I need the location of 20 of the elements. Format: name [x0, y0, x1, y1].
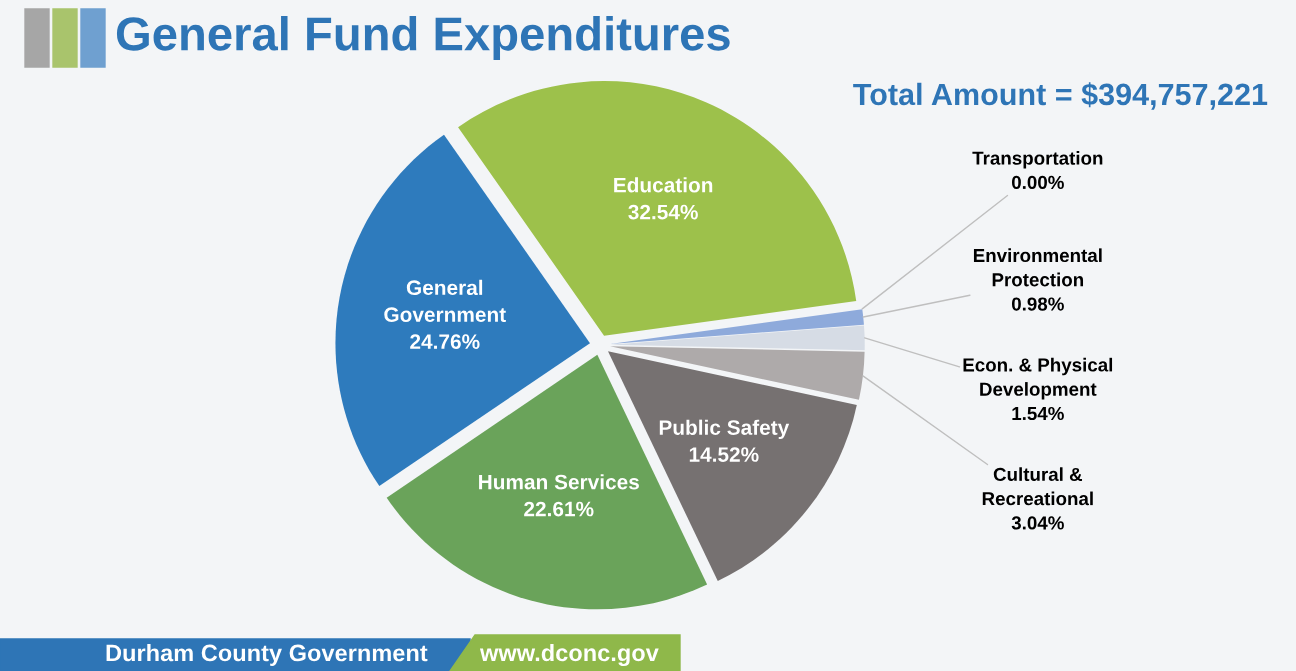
data-label: 14.52%: [689, 447, 759, 462]
slice-label: General Government: [384, 279, 506, 323]
text: www.dconc.gov: [479, 643, 659, 667]
text: 0.00%: [1011, 175, 1064, 190]
chart-title: General Fund Expenditures: [116, 15, 730, 61]
slice-label: Public Safety: [659, 419, 790, 440]
slice-label: Environmental Protection: [973, 248, 1102, 287]
slice-label: Human Services: [479, 474, 639, 490]
data-label: 22.61%: [524, 501, 594, 517]
data-label: 24.76%: [410, 334, 480, 349]
slice-label: Econ. & Physical Development: [963, 357, 1113, 400]
data-label: 1.54%: [1012, 406, 1064, 421]
data-label: 32.54%: [628, 204, 698, 220]
slice-label: Cultural & Recreational: [982, 467, 1093, 506]
category-label: Transportation: [972, 151, 1103, 169]
data-label: 3.04%: [1011, 516, 1064, 530]
text: Durham County Government: [106, 643, 428, 667]
slice-label: Education: [614, 177, 713, 193]
text: Total Amount = $394,757,221: [853, 82, 1268, 110]
data-label: 0.98%: [1011, 297, 1064, 311]
